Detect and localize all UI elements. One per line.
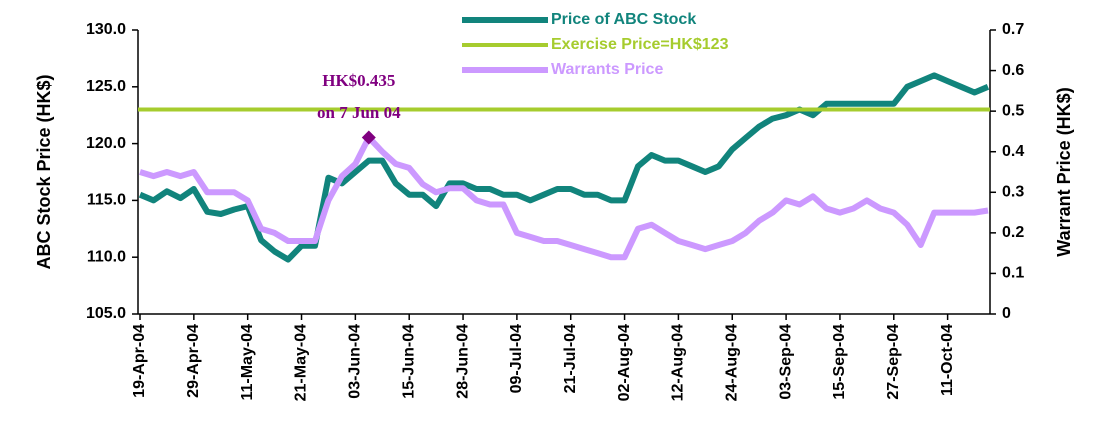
x-tick-label: 15-Sep-04 bbox=[831, 324, 848, 400]
x-tick-label: 11-May-04 bbox=[239, 324, 256, 401]
x-tick-label: 02-Aug-04 bbox=[616, 324, 633, 401]
x-tick-label: 03-Sep-04 bbox=[777, 324, 794, 400]
x-tick-label: 21-Jul-04 bbox=[562, 324, 579, 393]
annotation-marker bbox=[361, 130, 376, 145]
y-tick-label: 110.0 bbox=[87, 248, 126, 265]
y-tick-label: 125.0 bbox=[86, 78, 126, 95]
y-tick-label: 120.0 bbox=[86, 135, 126, 152]
x-tick-label: 03-Jun-04 bbox=[347, 324, 364, 399]
series-line bbox=[138, 72, 990, 263]
y-axis-title: ABC Stock Price (HK$) bbox=[34, 74, 54, 269]
y2-tick-label: 0 bbox=[1002, 305, 1011, 322]
y2-tick-label: 0.4 bbox=[1002, 143, 1024, 160]
y2-tick-label: 0.7 bbox=[1002, 21, 1024, 38]
y2-tick-label: 0.1 bbox=[1002, 265, 1024, 282]
y2-tick-label: 0.6 bbox=[1002, 62, 1024, 79]
x-tick-label: 11-Oct-04 bbox=[939, 324, 956, 396]
x-tick-label: 24-Aug-04 bbox=[723, 324, 740, 401]
annotation-text: on 7 Jun 04 bbox=[317, 103, 401, 122]
x-tick-label: 28-Jun-04 bbox=[454, 324, 471, 399]
legend-label: Exercise Price=HK$123 bbox=[551, 36, 729, 53]
y2-axis-title: Warrant Price (HK$) bbox=[1054, 87, 1074, 256]
legend-label: Price of ABC Stock bbox=[551, 11, 696, 28]
y-tick-label: 130.0 bbox=[86, 21, 126, 38]
legend-label: Warrants Price bbox=[551, 61, 663, 78]
x-tick-label: 29-Apr-04 bbox=[185, 324, 202, 398]
x-tick-label: 09-Jul-04 bbox=[508, 324, 525, 393]
series-line bbox=[139, 134, 989, 261]
y-tick-label: 105.0 bbox=[86, 305, 126, 322]
y-tick-label: 115.0 bbox=[87, 192, 126, 209]
x-tick-label: 21-May-04 bbox=[293, 324, 310, 401]
x-tick-label: 15-Jun-04 bbox=[400, 324, 417, 399]
y2-tick-label: 0.2 bbox=[1002, 224, 1024, 241]
x-tick-label: 27-Sep-04 bbox=[885, 324, 902, 400]
y2-tick-label: 0.5 bbox=[1002, 102, 1024, 119]
y2-tick-label: 0.3 bbox=[1002, 184, 1024, 201]
x-tick-label: 12-Aug-04 bbox=[670, 324, 687, 401]
annotation-text: HK$0.435 bbox=[322, 71, 395, 90]
x-tick-label: 19-Apr-04 bbox=[131, 324, 148, 398]
